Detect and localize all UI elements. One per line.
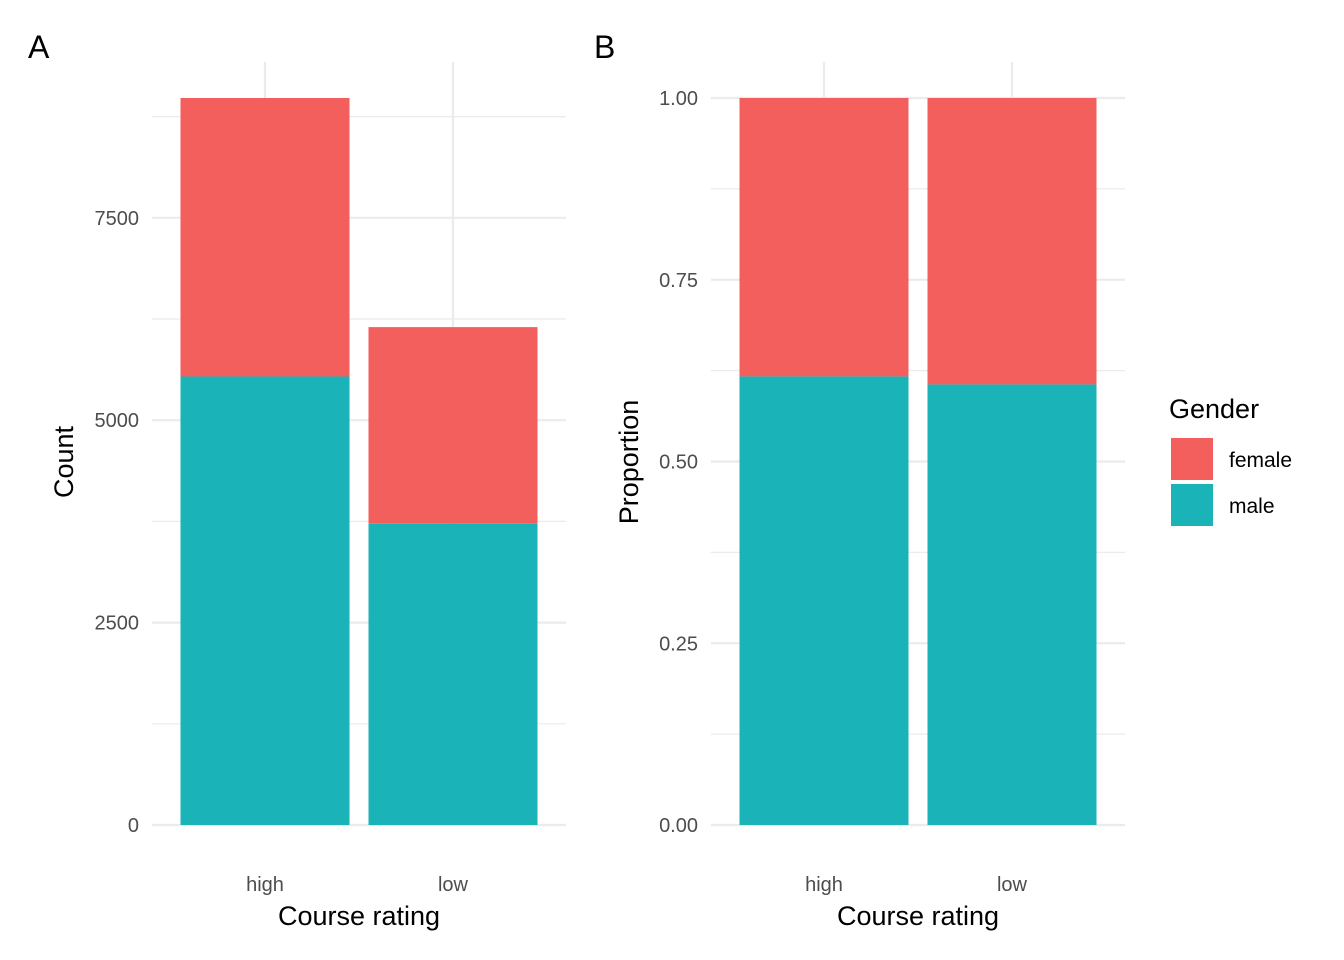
legend-label-male: male (1229, 495, 1275, 518)
panel-a-bars (180, 98, 538, 825)
y-tick-label: 1.00 (659, 88, 698, 110)
y-tick-label: 0 (128, 815, 139, 837)
legend-swatch-male (1171, 484, 1213, 526)
legend-label-female: female (1229, 449, 1292, 472)
legend-swatch-female (1171, 438, 1213, 480)
x-tick-label: high (246, 874, 284, 896)
y-tick-label: 0.75 (659, 270, 698, 292)
bar-high-male (180, 376, 350, 825)
panel-b-x-ticks: high low (805, 874, 1027, 896)
panel-a-x-ticks: high low (246, 874, 468, 896)
y-tick-label: 2500 (95, 613, 140, 635)
x-tick-label: high (805, 874, 843, 896)
y-tick-label: 5000 (95, 410, 140, 432)
bar-low-male (368, 523, 538, 825)
y-tick-label: 0.00 (659, 815, 698, 837)
panel-b-y-axis-title: Proportion (614, 400, 644, 525)
panel-a-tag: A (28, 29, 50, 65)
bar-high-female (180, 98, 350, 377)
bar-low-female (368, 327, 538, 524)
panel-b-bars (739, 98, 1097, 825)
bar-low-female (927, 98, 1097, 385)
y-tick-label: 0.50 (659, 452, 698, 474)
y-tick-label: 0.25 (659, 633, 698, 655)
x-tick-label: low (997, 874, 1028, 896)
legend-title: Gender (1169, 394, 1259, 424)
y-tick-label: 7500 (95, 208, 140, 230)
panel-a-x-axis-title: Course rating (278, 901, 440, 931)
bar-high-male (739, 376, 909, 825)
bar-high-female (739, 98, 909, 377)
x-tick-label: low (438, 874, 469, 896)
bar-low-male (927, 384, 1097, 825)
panel-a-y-axis-title: Count (49, 425, 79, 498)
legend: Gender female male (1169, 394, 1292, 526)
panel-a-y-ticks: 0 2500 5000 7500 (95, 208, 140, 837)
panel-b-y-ticks: 0.00 0.25 0.50 0.75 1.00 (659, 88, 698, 837)
panel-b-x-axis-title: Course rating (837, 901, 999, 931)
panel-b-tag: B (594, 29, 615, 65)
